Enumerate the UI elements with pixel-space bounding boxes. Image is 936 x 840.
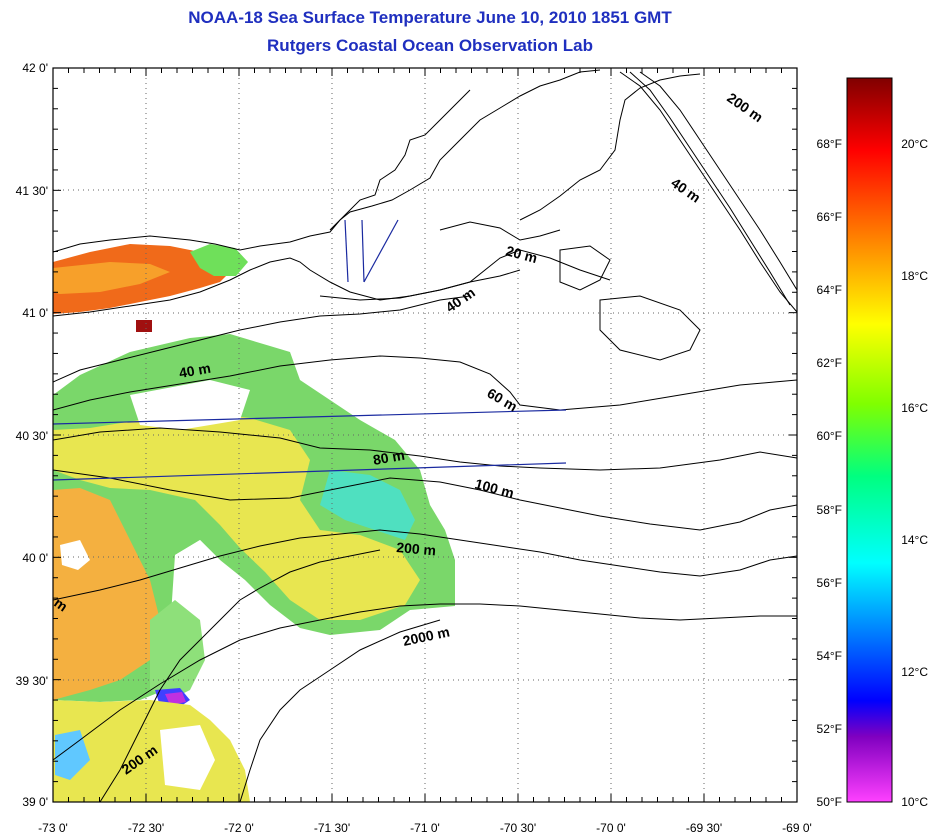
coastline-long-island-sound — [53, 69, 601, 253]
depth-label-2000m: 2000 m — [401, 623, 451, 649]
depth-label-20m: 20 m — [504, 242, 539, 266]
lat-label: 39 0' — [22, 795, 48, 809]
lon-label: -71 0' — [410, 821, 440, 835]
lat-label: 42 0' — [22, 61, 48, 75]
lon-label: -72 0' — [224, 821, 254, 835]
colorbar-f-label: 50°F — [817, 795, 842, 809]
sst-patch-south-magenta — [165, 692, 186, 705]
cloud-gap-4 — [160, 725, 215, 790]
colorbar-c-label: 18°C — [901, 269, 928, 283]
colorbar-gradient — [846, 77, 893, 803]
contour-20m — [319, 249, 611, 301]
colorbar-f-label: 58°F — [817, 503, 842, 517]
depth-label-200m-ne: 200 m — [724, 89, 766, 125]
colorbar-f-label: 52°F — [817, 722, 842, 736]
depth-label-80m: 80 m — [372, 447, 406, 468]
sst-patch-far-south-cyan — [55, 730, 90, 780]
depth-label-100m: 100 m — [473, 475, 515, 501]
colorbar-c-label: 12°C — [901, 665, 928, 679]
contour-northeast-40m — [619, 71, 797, 313]
contour-60m — [53, 355, 797, 411]
colorbar-f-label: 66°F — [817, 210, 842, 224]
lon-label: -71 30' — [314, 821, 350, 835]
sst-patch-nearshore-green — [190, 244, 248, 276]
contour-northeast-100m — [629, 71, 791, 306]
depth-label-200m: 200 m — [396, 539, 437, 558]
transect-line-sound-2 — [361, 219, 365, 283]
depth-label-40m-ne: 40 m — [668, 174, 703, 205]
coastline-cape-cod — [519, 73, 701, 221]
colorbar-f-label: 68°F — [817, 137, 842, 151]
colorbar-f-label: 62°F — [817, 356, 842, 370]
colorbar-c-label: 14°C — [901, 533, 928, 547]
colorbar-f-label: 56°F — [817, 576, 842, 590]
contour-200m — [53, 529, 797, 601]
colorbar-f-label: 64°F — [817, 283, 842, 297]
coastline-islands — [439, 221, 701, 361]
cloud-gap-3 — [60, 540, 90, 570]
lat-label: 41 0' — [22, 306, 48, 320]
lon-label: -72 30' — [128, 821, 164, 835]
cloud-gap-2 — [175, 540, 235, 620]
colorbar-f-label: 54°F — [817, 649, 842, 663]
sst-data-layer — [53, 244, 455, 802]
colorbar-c-label: 20°C — [901, 137, 928, 151]
coastline-connecticut-shore — [329, 89, 471, 231]
contour-100m — [53, 469, 797, 531]
lon-label: -69 0' — [782, 821, 812, 835]
lon-labels: -73 0' -72 30' -72 0' -71 30' -71 0' -70… — [38, 821, 812, 835]
lat-label: 40 0' — [22, 551, 48, 565]
map-subtitle: Rutgers Coastal Ocean Observation Lab — [267, 36, 593, 55]
lon-label: -70 30' — [500, 821, 536, 835]
lon-label: -69 30' — [686, 821, 722, 835]
colorbar-f-label: 60°F — [817, 429, 842, 443]
transect-line-south — [52, 462, 567, 481]
lat-label: 40 30' — [16, 429, 48, 443]
lat-label: 41 30' — [16, 184, 48, 198]
cloud-gap-1 — [130, 380, 250, 430]
transect-lines — [52, 219, 567, 481]
colorbar: 68°F 66°F 64°F 62°F 60°F 58°F 56°F 54°F … — [817, 77, 928, 809]
lat-labels: 42 0' 41 30' 41 0' 40 30' 40 0' 39 30' 3… — [16, 61, 48, 809]
contour-northeast-200m — [639, 71, 797, 291]
colorbar-c-label: 16°C — [901, 401, 928, 415]
depth-label-60m: 60 m — [485, 385, 521, 415]
colorbar-c-label: 10°C — [901, 795, 928, 809]
contour-80m — [53, 427, 797, 471]
transect-line-sound-1 — [344, 219, 349, 283]
contours — [53, 69, 797, 802]
frame-ticks — [52, 67, 798, 803]
contour-shelf-slope — [99, 549, 441, 802]
transect-line-north — [52, 409, 567, 425]
lon-label: -73 0' — [38, 821, 68, 835]
lon-label: -70 0' — [596, 821, 626, 835]
depth-label-40m-west: 40 m — [178, 360, 212, 381]
map-title: NOAA-18 Sea Surface Temperature June 10,… — [188, 8, 672, 27]
sst-patch-south-green — [150, 600, 205, 700]
depth-label-40m-mid: 40 m — [443, 284, 478, 315]
sst-patch-shelf-yellow — [53, 412, 420, 620]
warm-pixel-block — [136, 320, 152, 332]
lat-label: 39 30' — [16, 674, 48, 688]
graticule — [53, 68, 797, 802]
contour-40m-west — [53, 295, 471, 383]
transect-line-sound-3 — [363, 219, 399, 283]
sst-patch-nearshore-orange — [53, 262, 170, 294]
